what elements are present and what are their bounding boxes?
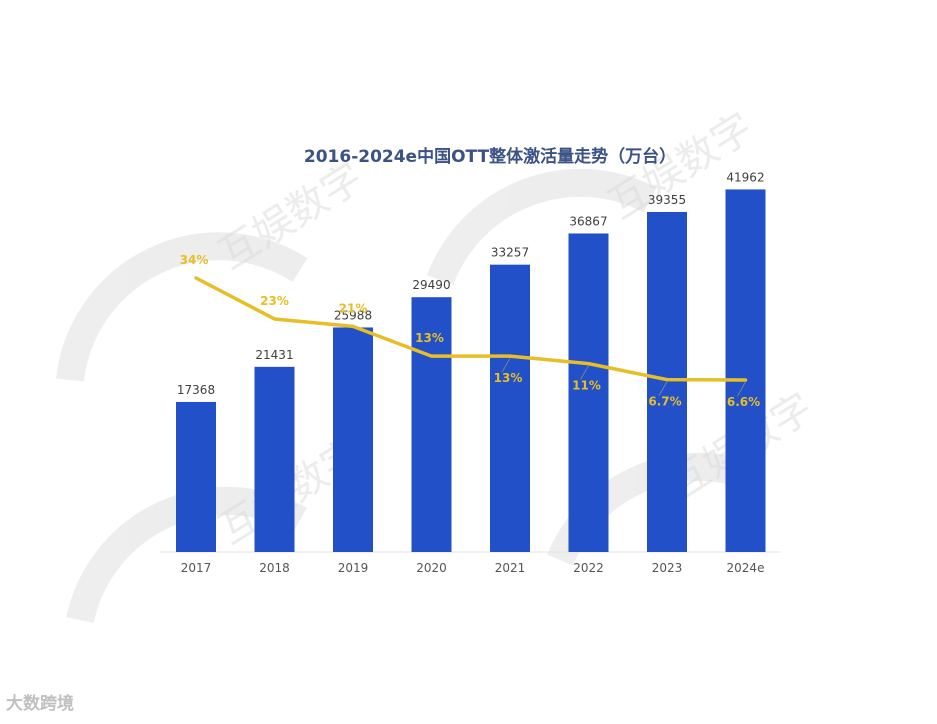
footer-logo: 大数跨境: [6, 689, 74, 714]
bar-value-label: 21431: [255, 348, 293, 362]
x-tick-label: 2021: [495, 561, 526, 575]
x-tick-label: 2020: [416, 561, 447, 575]
x-tick-label: 2023: [652, 561, 683, 575]
bar-2022: [568, 233, 609, 552]
bar-value-label: 39355: [648, 193, 686, 207]
bar-2018: [254, 366, 295, 552]
bar-2021: [490, 264, 530, 552]
growth-rate-label: 13%: [494, 371, 523, 385]
bars-group: [176, 189, 766, 553]
x-ticks-group: 2017 2018 2019 2020 2021 2022 2023 2024e: [181, 561, 765, 575]
bar-2020: [411, 297, 452, 552]
growth-rate-label: 34%: [180, 253, 209, 267]
growth-rate-label: 11%: [572, 379, 601, 393]
x-tick-label: 2019: [338, 561, 369, 575]
growth-rate-label: 6.7%: [648, 395, 681, 409]
line-label-leader: [658, 381, 668, 396]
line-labels-group: 34% 23% 21% 13% 13% 11% 6.7% 6.6%: [180, 253, 761, 409]
bar-value-label: 17368: [177, 383, 215, 397]
bar-2017: [176, 401, 216, 552]
line-series-group: [194, 276, 748, 382]
line-label-leader: [737, 381, 746, 397]
growth-rate-label: 6.6%: [727, 395, 760, 409]
x-tick-label: 2022: [573, 561, 604, 575]
growth-rate-label: 23%: [260, 294, 289, 308]
bar-value-label: 33257: [491, 246, 529, 260]
growth-rate-label: 21%: [339, 301, 368, 315]
bar-value-label: 29490: [412, 278, 450, 292]
bar-2024e: [725, 189, 766, 553]
bar-value-label: 41962: [726, 170, 764, 184]
bar-2019: [333, 327, 373, 552]
line-label-leader: [501, 357, 511, 373]
x-tick-label: 2024e: [727, 561, 765, 575]
chart-title: 2016-2024e中国OTT整体激活量走势（万台）: [304, 146, 676, 167]
line-label-leader: [580, 365, 589, 380]
x-tick-label: 2017: [181, 561, 212, 575]
bar-value-label: 25988: [334, 308, 372, 322]
growth-rate-line: [194, 276, 748, 382]
x-tick-label: 2018: [259, 561, 290, 575]
bar-value-label: 36867: [569, 214, 607, 228]
growth-rate-label: 13%: [415, 331, 444, 345]
footer-text: 大数跨境: [6, 694, 74, 714]
bar-labels-group: 17368 21431 25988 29490 33257 36867 39355 41962: [177, 170, 765, 396]
